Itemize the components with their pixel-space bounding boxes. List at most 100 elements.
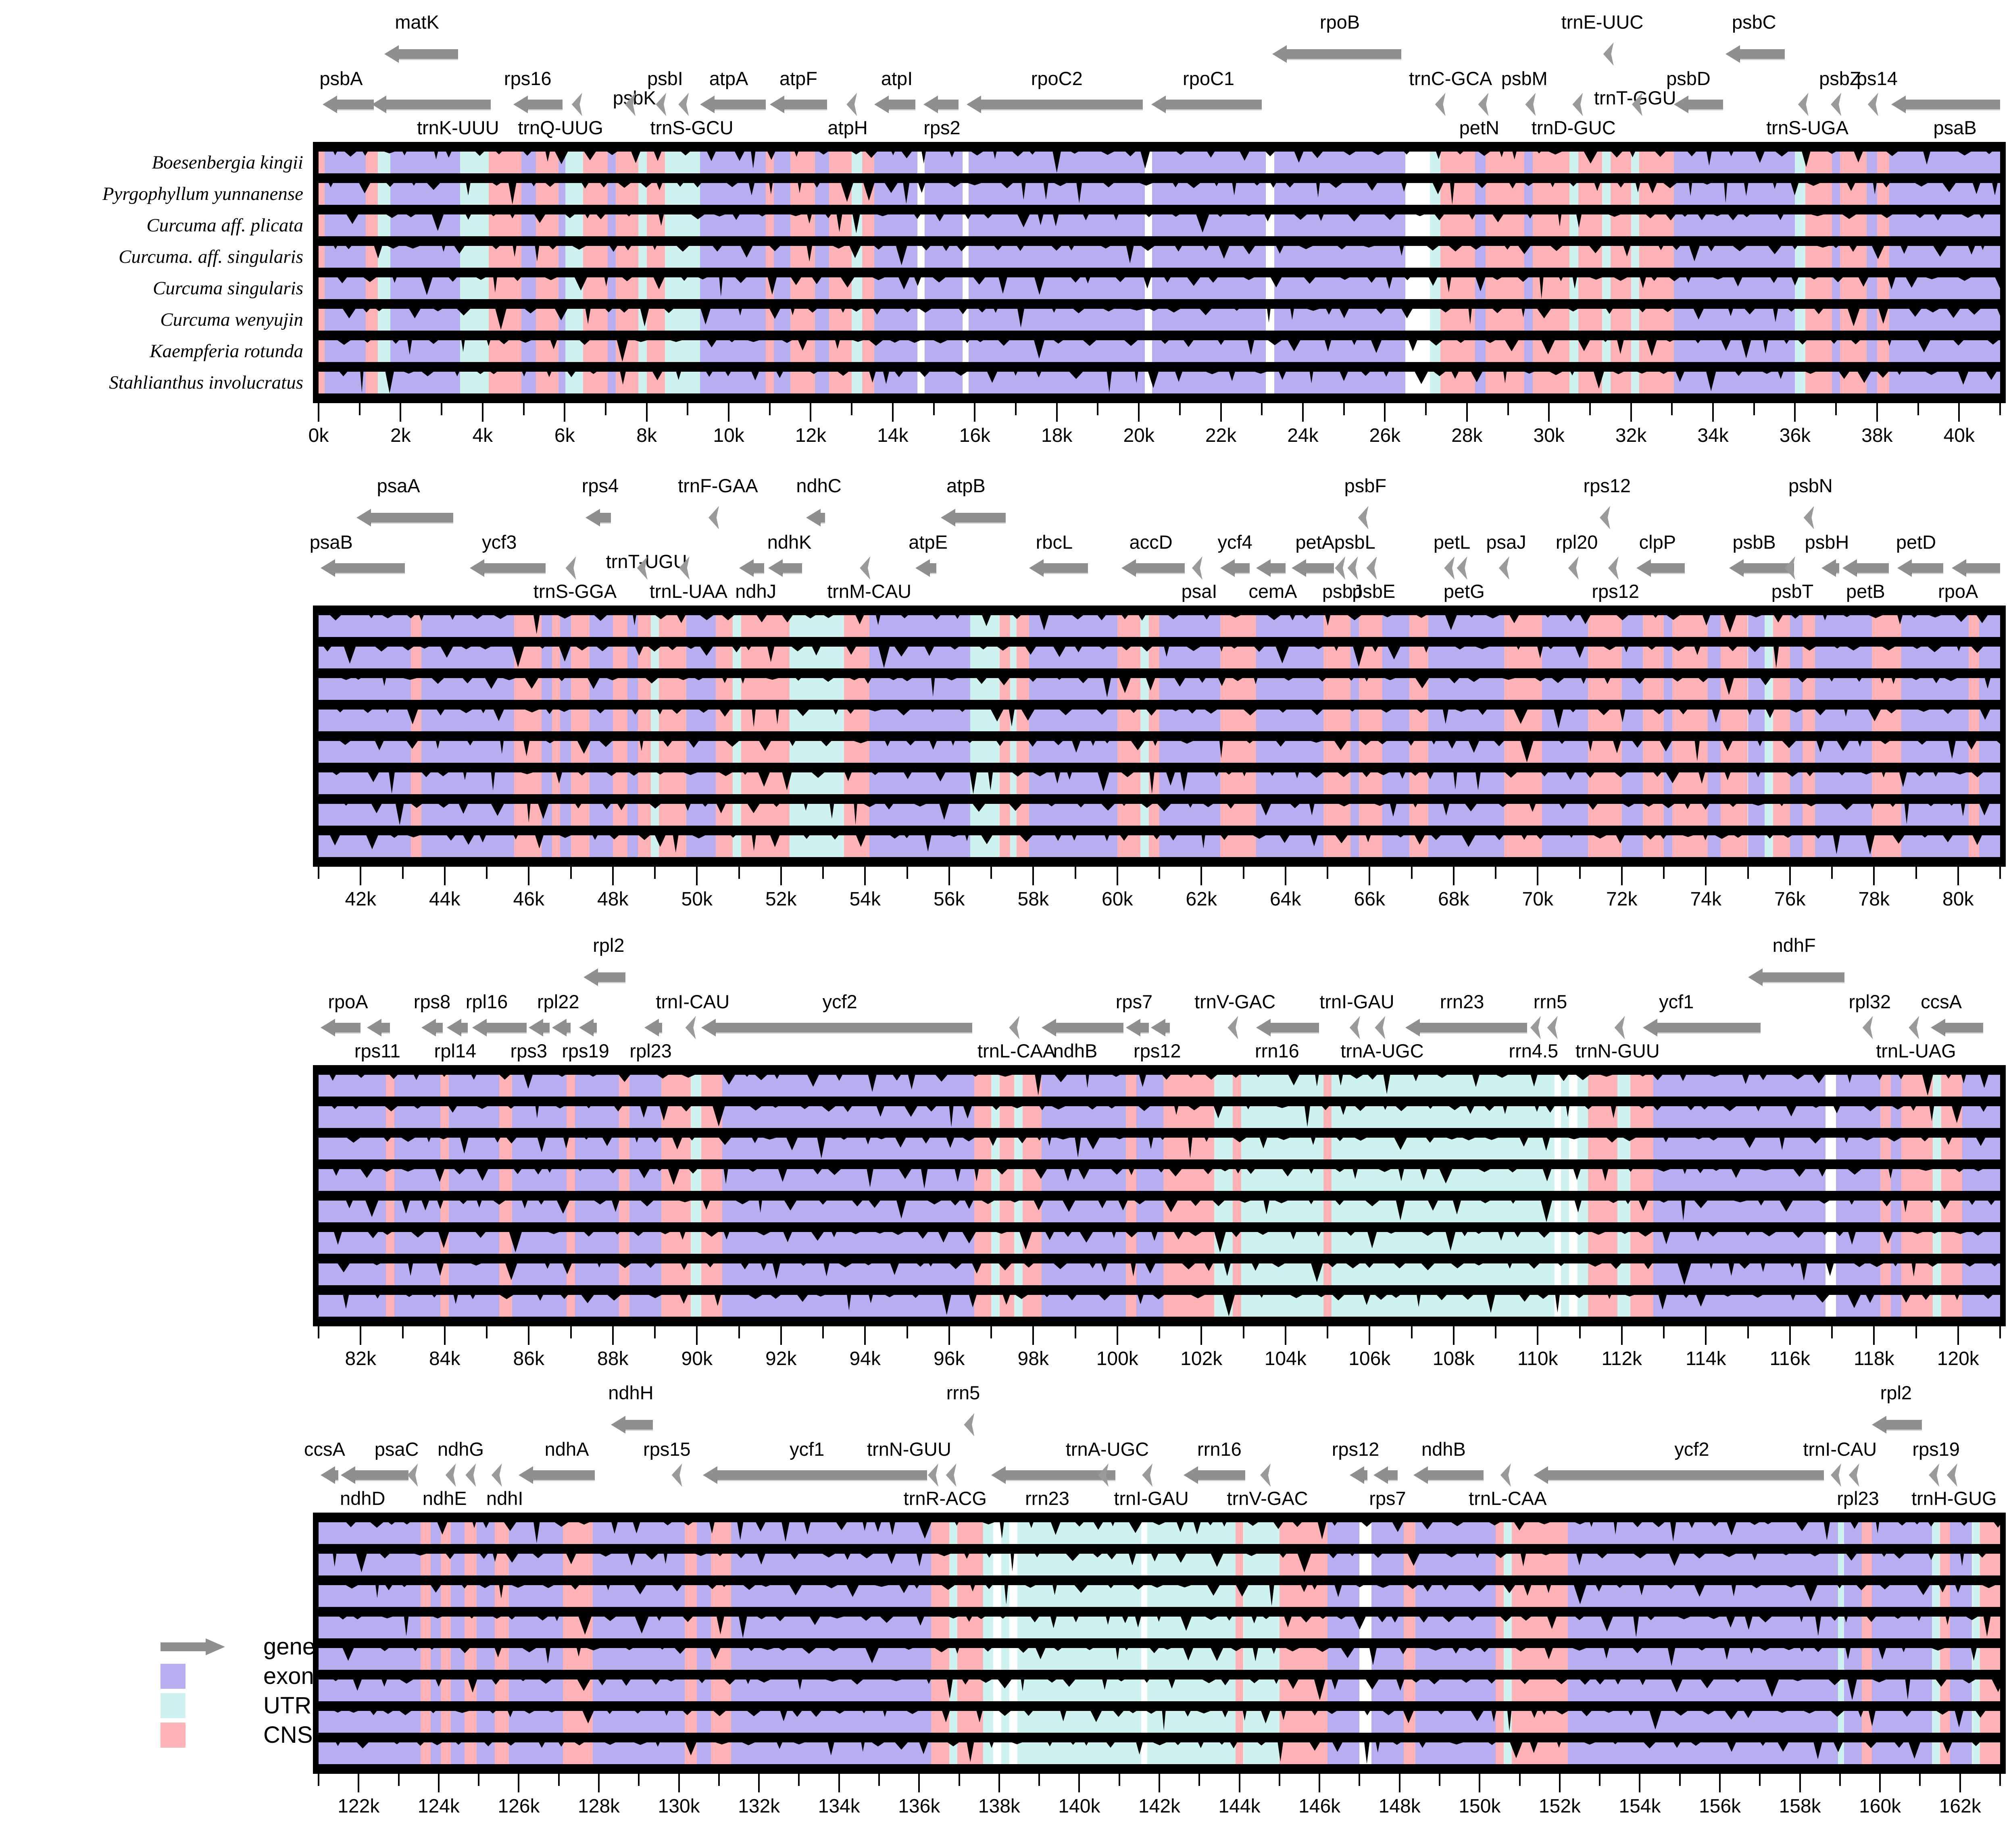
segment-cns xyxy=(862,214,875,236)
arrow-body xyxy=(1387,1470,1398,1480)
arrow-body xyxy=(717,1470,927,1480)
similarity-track-6 xyxy=(319,1232,2000,1254)
gene-label-ndhG: ndhG xyxy=(437,1438,484,1460)
axis-tick xyxy=(1589,403,1591,415)
segment-utr xyxy=(665,214,700,236)
gene-arrow-petB xyxy=(1842,559,1889,577)
arrow-body xyxy=(334,1023,361,1032)
gene-label-psaC: psaC xyxy=(374,1438,419,1460)
axis-tick xyxy=(654,1326,656,1338)
arrow-head xyxy=(372,96,387,113)
axis-tick xyxy=(1957,1326,1959,1345)
gene-label-rpl20: rpl20 xyxy=(1555,531,1598,553)
similarity-dips xyxy=(319,1742,2000,1764)
axis-tick xyxy=(1200,867,1202,885)
gene-label-trnL-UAG: trnL-UAG xyxy=(1876,1040,1956,1061)
gene-label-trnC-GCA: trnC-GCA xyxy=(1409,68,1492,89)
arrow-body xyxy=(1911,563,1944,573)
segment-exon xyxy=(390,246,460,268)
segment-exon xyxy=(1867,214,1877,236)
gene-arrow-psbA xyxy=(323,96,374,113)
gene-label-rrn16: rrn16 xyxy=(1255,1040,1299,1061)
axis-tick-label: 136k xyxy=(898,1796,940,1817)
gene-label-ycf2: ycf2 xyxy=(822,991,857,1012)
segment-cns xyxy=(616,214,639,236)
gene-label-rrn23: rrn23 xyxy=(1440,991,1484,1012)
axis-tick-label: 144k xyxy=(1218,1796,1261,1817)
gene-label-ycf3: ycf3 xyxy=(482,531,517,553)
utr-swatch-icon xyxy=(160,1693,185,1718)
segment-utr xyxy=(1602,246,1611,268)
axis-tick xyxy=(1242,867,1244,879)
axis-tick xyxy=(1343,403,1345,415)
gene-label-trnD-GUC: trnD-GUC xyxy=(1531,117,1616,138)
segment-cns xyxy=(1440,152,1475,173)
segment-gap xyxy=(962,246,969,268)
gene-arrow-atpA xyxy=(700,96,766,113)
segment-exon xyxy=(773,183,790,205)
axis-tick-label: 6k xyxy=(554,425,575,446)
axis-tick-label: 36k xyxy=(1779,425,1811,446)
gene-arrow-psbC xyxy=(1725,45,1785,63)
gene-arrow-rps19 xyxy=(1929,1463,1940,1487)
similarity-dips xyxy=(319,1263,2000,1285)
gene-label-rpl16: rpl16 xyxy=(465,991,508,1012)
axis-tick xyxy=(1327,867,1328,879)
similarity-track-1 xyxy=(319,1522,2000,1544)
species-label-7: Kaempferia rotunda xyxy=(150,341,303,362)
gene-label-ndhF: ndhF xyxy=(1772,934,1816,956)
arrow-head xyxy=(1872,1416,1887,1434)
gene-arrow-ndhG xyxy=(465,1463,476,1487)
gene-label-atpA: atpA xyxy=(709,68,748,89)
axis-tick-label: 106k xyxy=(1348,1348,1391,1369)
arrow-body xyxy=(715,1023,973,1032)
segment-exon xyxy=(1524,183,1533,205)
gene-arrow-psbE xyxy=(1366,556,1377,580)
segment-utr xyxy=(638,183,647,205)
axis-tick xyxy=(1999,1774,2001,1786)
similarity-track-1 xyxy=(319,1075,2000,1097)
axis-tick xyxy=(1919,1774,1921,1786)
axis-tick xyxy=(822,867,824,879)
similarity-track-8 xyxy=(319,372,2000,393)
arrow-body xyxy=(354,1470,409,1480)
similarity-dips xyxy=(319,1106,2000,1127)
legend-label-utr: UTR xyxy=(263,1692,312,1719)
gene-arrow-rps12 xyxy=(1349,1466,1367,1484)
gene-arrow-trnN-GUU xyxy=(928,1463,939,1487)
gene-arrow-psbZ xyxy=(1831,93,1842,116)
segment-cns xyxy=(1639,152,1674,173)
segment-exon xyxy=(1274,214,1406,236)
segment-cns xyxy=(489,246,522,268)
legend-row-exon: exon xyxy=(160,1661,315,1691)
axis-tick xyxy=(1915,867,1917,879)
arrow-body xyxy=(713,100,766,109)
gene-label-psbA: psbA xyxy=(319,68,363,89)
arrow-head xyxy=(1349,1466,1364,1484)
axis-tick xyxy=(570,867,572,879)
gene-arrow-ndhC xyxy=(806,509,825,527)
segment-exon xyxy=(1475,214,1486,236)
arrow-head xyxy=(321,1019,336,1036)
segment-exon xyxy=(1889,246,2000,268)
arrow-head xyxy=(579,1019,594,1036)
axis-tick-label: 146k xyxy=(1298,1796,1341,1817)
gene-label-ndhI: ndhI xyxy=(486,1488,523,1509)
arrow-head xyxy=(1725,45,1740,63)
axis-tick xyxy=(1719,1774,1721,1792)
segment-utr xyxy=(460,214,489,236)
tracks-block xyxy=(313,142,2006,403)
similarity-track-4 xyxy=(319,1617,2000,1638)
arrow-head xyxy=(1952,559,1967,577)
arrow-head xyxy=(1256,1019,1271,1036)
arrow-head xyxy=(701,1019,716,1036)
gene-label-ndhB: ndhB xyxy=(1053,1040,1098,1061)
axis-tick-label: 44k xyxy=(429,889,461,910)
gene-label-trnK-UUU: trnK-UUU xyxy=(417,117,499,138)
axis-tick xyxy=(1789,1326,1791,1345)
similarity-track-5 xyxy=(319,741,2000,763)
gene-label-rps12: rps12 xyxy=(1332,1438,1380,1460)
gene-label-trnS-GGA: trnS-GGA xyxy=(533,581,617,602)
axis-tick xyxy=(1284,1326,1286,1345)
gene-arrow-psaJ xyxy=(1498,556,1509,580)
